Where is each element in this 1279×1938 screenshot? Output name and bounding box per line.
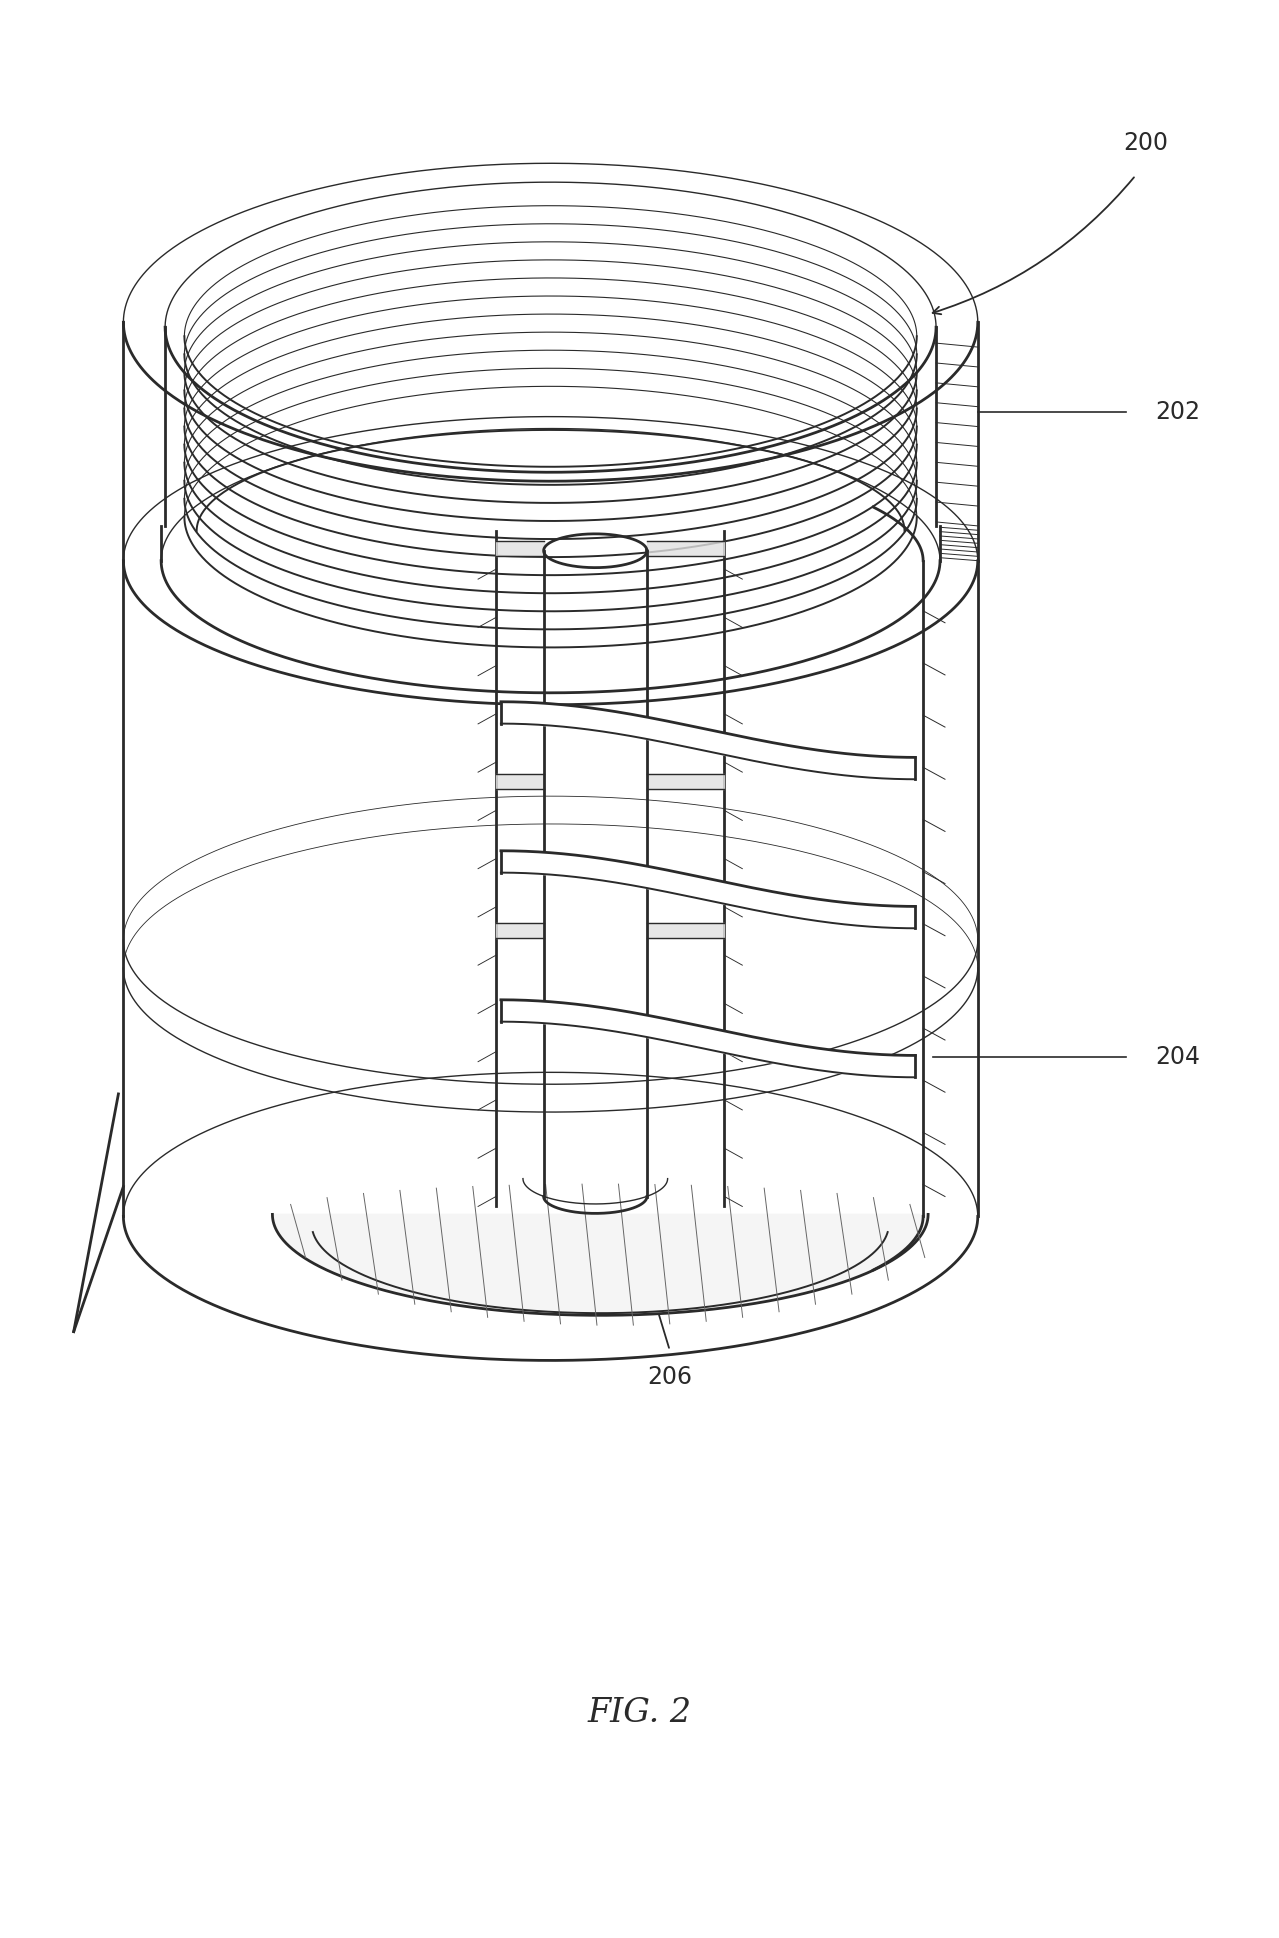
Text: 206: 206 xyxy=(647,1366,692,1390)
Text: 200: 200 xyxy=(1123,132,1168,155)
Text: 204: 204 xyxy=(1156,1045,1201,1070)
Polygon shape xyxy=(272,1215,929,1316)
Text: 202: 202 xyxy=(1156,399,1201,424)
Text: FIG. 2: FIG. 2 xyxy=(587,1698,692,1729)
